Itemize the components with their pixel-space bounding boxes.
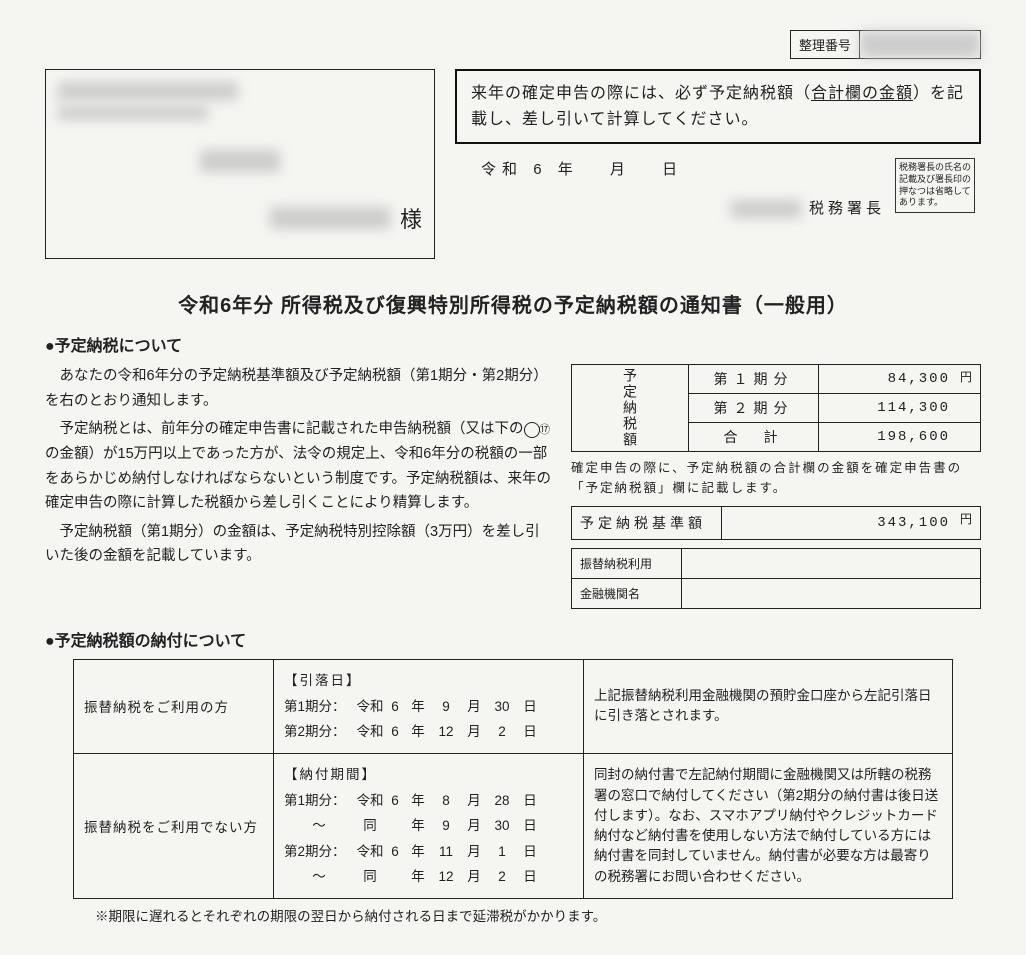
bank-table: 振替納税利用 金融機関名 <box>571 548 981 609</box>
address-line-1 <box>58 82 238 100</box>
section1-heading: ●予定納税について <box>45 332 981 356</box>
row2-value: 114,300 <box>819 394 981 423</box>
honorific-sama: 様 <box>400 202 422 234</box>
serial-row: 整理番号 <box>45 30 981 59</box>
nontransfer-desc: 同封の納付書で左記納付期間に金融機関又は所轄の税務署の窓口で納付してください（第… <box>584 753 953 898</box>
serial-box: 整理番号 <box>790 30 981 59</box>
row3-value: 198,600 <box>819 423 981 452</box>
under-note: 確定申告の際に、予定納税額の合計欄の金額を確定申告書の「予定納税額」欄に記載しま… <box>571 458 981 498</box>
paragraph-1: あなたの令和6年分の予定納税基準額及び予定納税額（第1期分・第2期分）を右のとお… <box>45 364 553 413</box>
nontransfer-dates: 【納付期間】 第1期分： 令和 6 年 8 月 28 日 〜 同 年 9 <box>274 753 584 898</box>
table-vlabel: 予定納税額 <box>572 365 689 452</box>
recipient-name-row: 様 <box>58 202 422 234</box>
base-amount-table: 予定納税基準額 343,100円 <box>571 506 981 540</box>
recipient-name <box>270 207 390 229</box>
document-title: 令和6年分 所得税及び復興特別所得税の予定納税額の通知書（一般用） <box>45 289 981 318</box>
serial-label: 整理番号 <box>791 31 860 58</box>
base-label: 予定納税基準額 <box>572 507 722 540</box>
office-suffix: 税務署長 <box>809 200 885 217</box>
tax-office-line: 税務署長 <box>461 197 885 218</box>
p2-date: 第2期分： 令和 6 年 12 月 2 日 <box>284 719 573 745</box>
section2-heading: ●予定納税額の納付について <box>45 627 981 651</box>
row2-label: 第２期分 <box>689 394 819 423</box>
header-section: 様 来年の確定申告の際には、必ず予定納税額（合計欄の金額）を記載し、差し引いて計… <box>45 69 981 259</box>
recipient-address-box: 様 <box>45 69 435 259</box>
date-office-row: 令和 6 年 月 日 税務署長 税務署長の氏名の記載及び署長印の押なつは省略して… <box>455 158 981 218</box>
bank-row2-value <box>682 579 981 609</box>
payment-row-nontransfer: 振替納税をご利用でない方 【納付期間】 第1期分： 令和 6 年 8 月 28 … <box>74 753 953 898</box>
paragraph-3: 予定納税額（第1期分）の金額は、予定納税特別控除額（3万円）を差し引いた後の金額… <box>45 520 553 569</box>
bank-row1-label: 振替納税利用 <box>572 549 682 579</box>
p1-date: 第1期分： 令和 6 年 9 月 30 日 <box>284 694 573 720</box>
serial-value <box>860 31 980 58</box>
bank-row1-value <box>682 549 981 579</box>
bank-row2-label: 金融機関名 <box>572 579 682 609</box>
notice-prefix: 来年の確定申告の際には、必ず予定納税額（ <box>471 85 811 102</box>
transfer-dates: 【引落日】 第1期分： 令和 6 年 9 月 30 日 第2期分： 令和 6 年… <box>274 660 584 754</box>
payment-section: ●予定納税額の納付について 振替納税をご利用の方 【引落日】 第1期分： 令和 … <box>45 627 981 925</box>
payment-row-transfer: 振替納税をご利用の方 【引落日】 第1期分： 令和 6 年 9 月 30 日 第… <box>74 660 953 754</box>
row1-label: 第１期分 <box>689 365 819 394</box>
amount-tables: 予定納税額 第１期分 84,300円 第２期分 114,300 合 計 198,… <box>571 364 981 609</box>
explanation-text: あなたの令和6年分の予定納税基準額及び予定納税額（第1期分・第2期分）を右のとお… <box>45 364 553 609</box>
payment-table: 振替納税をご利用の方 【引落日】 第1期分： 令和 6 年 9 月 30 日 第… <box>73 659 953 899</box>
important-notice: 来年の確定申告の際には、必ず予定納税額（合計欄の金額）を記載し、差し引いて計算し… <box>455 69 981 144</box>
estimated-tax-table: 予定納税額 第１期分 84,300円 第２期分 114,300 合 計 198,… <box>571 364 981 452</box>
nontransfer-user-label: 振替納税をご利用でない方 <box>74 753 274 898</box>
address-line-2 <box>58 106 208 120</box>
notice-underlined: 合計欄の金額 <box>811 85 913 102</box>
transfer-desc: 上記振替納税利用金融機関の預貯金口座から左記引落日に引き落とされます。 <box>584 660 953 754</box>
issue-date: 令和 6 年 月 日 <box>461 158 885 179</box>
address-center <box>200 150 280 172</box>
transfer-user-label: 振替納税をご利用の方 <box>74 660 274 754</box>
row3-label: 合 計 <box>689 423 819 452</box>
late-payment-footnote: ※期限に遅れるとそれぞれの期限の翌日から納付される日まで延滞税がかかります。 <box>95 905 981 925</box>
signature-omission-note: 税務署長の氏名の記載及び署長印の押なつは省略してあります。 <box>895 158 975 213</box>
row1-value: 84,300円 <box>819 365 981 394</box>
base-value: 343,100円 <box>722 507 981 540</box>
date-column: 令和 6 年 月 日 税務署長 <box>461 158 885 218</box>
section1-content: あなたの令和6年分の予定納税基準額及び予定納税額（第1期分・第2期分）を右のとお… <box>45 364 981 609</box>
paragraph-2: 予定納税とは、前年分の確定申告書に記載された申告納税額（又は下の⑰の金額）が15… <box>45 417 553 516</box>
circled-17-icon: ⑰ <box>524 422 540 438</box>
office-name <box>731 200 801 218</box>
header-right: 来年の確定申告の際には、必ず予定納税額（合計欄の金額）を記載し、差し引いて計算し… <box>455 69 981 218</box>
